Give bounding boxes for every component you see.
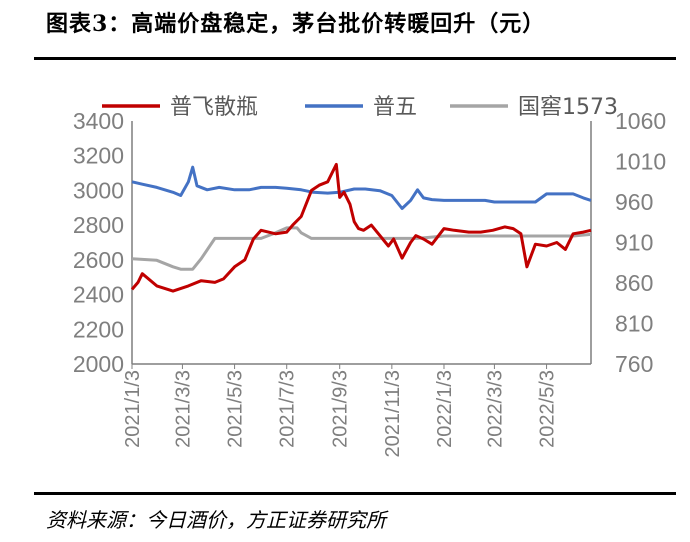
y-left-tick-label: 2000 — [73, 351, 124, 377]
top-rule — [34, 57, 676, 60]
y-left-tick-label: 2800 — [73, 212, 124, 238]
y-right-tick-label: 810 — [615, 311, 653, 337]
x-tick-label: 2021/3/3 — [172, 370, 194, 448]
y-left-tick-label: 2200 — [73, 316, 124, 342]
y-right-tick-label: 960 — [615, 189, 653, 215]
legend-guojiao-label: 国窖1573 — [518, 95, 618, 120]
x-tick-label: 2021/1/3 — [122, 370, 144, 448]
y-left-tick-label: 3200 — [73, 143, 124, 169]
y-right-tick-label: 860 — [615, 270, 653, 296]
x-tick-label: 2022/5/3 — [537, 370, 559, 448]
x-tick-label: 2021/5/3 — [225, 370, 247, 448]
legend-feitian-label: 普飞散瓶 — [170, 95, 258, 120]
y-right-tick-label: 1060 — [615, 108, 666, 134]
y-left-tick-label: 2600 — [73, 247, 124, 273]
y-left-tick-label: 3400 — [73, 108, 124, 134]
series-wuliangye-line — [131, 165, 592, 210]
x-tick-label: 2022/1/3 — [434, 370, 456, 448]
y-right-tick-label: 910 — [615, 230, 653, 256]
y-right-tick-label: 760 — [615, 351, 653, 377]
x-tick-label: 2021/7/3 — [277, 370, 299, 448]
chart-title: 图表3：高端价盘稳定，茅台批价转暖回升（元） — [46, 11, 546, 37]
x-tick-label: 2021/9/3 — [330, 370, 352, 448]
series-feitian-line — [130, 162, 592, 293]
legend-wuliangye-label: 普五 — [373, 95, 417, 120]
source-note: 资料来源：今日酒价，方正证券研究所 — [46, 508, 386, 532]
series-guojiao-line — [131, 226, 592, 271]
bottom-rule — [34, 492, 676, 495]
x-tick-label: 2022/3/3 — [484, 370, 506, 448]
y-left-tick-label: 3000 — [73, 177, 124, 203]
x-tick-label: 2021/11/3 — [382, 370, 404, 458]
y-left-tick-label: 2400 — [73, 282, 124, 308]
y-right-tick-label: 1010 — [615, 149, 666, 175]
